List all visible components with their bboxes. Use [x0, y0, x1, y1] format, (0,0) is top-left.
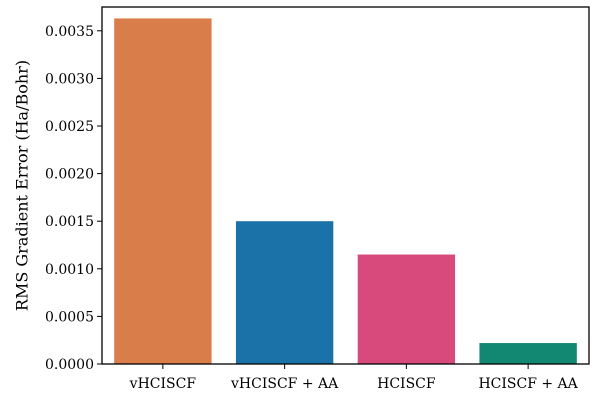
x-tick-label: HCISCF + AA: [478, 376, 578, 392]
bars-group: [114, 18, 577, 364]
bar-hciscf: [357, 254, 456, 364]
y-tick-label: 0.0000: [45, 357, 94, 373]
x-axis-ticks: vHCISCF vHCISCF + AA HCISCF HCISCF + AA: [129, 364, 579, 392]
bar-vhciscf: [114, 18, 212, 364]
x-tick-label: vHCISCF + AA: [230, 376, 339, 392]
y-tick-label: 0.0005: [45, 309, 94, 325]
plot-frame: [101, 6, 590, 365]
y-axis-ticks: 0.0000 0.0005 0.0010 0.0015 0.0020 0.0025 0.00…: [45, 24, 102, 373]
x-tick-label: HCISCF: [377, 376, 436, 392]
y-tick-label: 0.0010: [45, 262, 94, 278]
bar-vhciscf-aa: [235, 221, 334, 364]
y-tick-label: 0.0030: [45, 71, 94, 87]
y-tick-label: 0.0020: [45, 167, 94, 183]
y-tick-label: 0.0025: [45, 119, 94, 135]
y-tick-label: 0.0035: [45, 24, 94, 40]
x-tick-label: vHCISCF: [129, 376, 197, 392]
bar-hciscf-aa: [479, 343, 577, 364]
y-tick-label: 0.0015: [45, 214, 94, 230]
y-axis-label: RMS Gradient Error (Ha/Bohr): [13, 60, 32, 311]
